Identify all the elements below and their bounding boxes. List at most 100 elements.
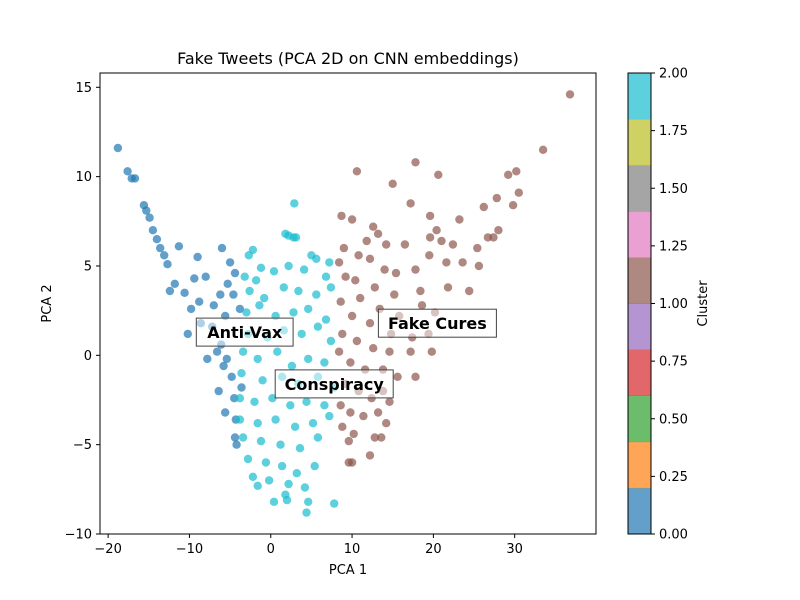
data-point-cluster-1 (369, 344, 378, 353)
data-point-cluster-2 (253, 419, 262, 428)
colorbar-segment (628, 211, 651, 258)
data-point-cluster-1 (443, 283, 453, 292)
data-point-cluster-2 (277, 461, 287, 471)
data-point-cluster-1 (344, 436, 353, 446)
points-layer (113, 90, 575, 517)
data-point-cluster-0 (203, 354, 212, 364)
data-point-cluster-1 (359, 411, 368, 421)
data-point-cluster-1 (362, 236, 371, 246)
annotation-box (274, 369, 394, 399)
data-point-cluster-1 (508, 201, 518, 210)
data-point-cluster-1 (347, 215, 357, 224)
colorbar-tick-label: 1.50 (659, 182, 688, 197)
data-point-cluster-2 (268, 394, 277, 403)
data-point-cluster-2 (310, 461, 319, 471)
data-point-cluster-1 (514, 188, 523, 197)
data-point-cluster-1 (538, 145, 548, 154)
colorbar-segment (628, 487, 651, 535)
annotations-layer: Anti-Vax Fake Cures Conspiracy (195, 308, 497, 399)
data-point-cluster-1 (425, 211, 435, 221)
data-point-cluster-0 (235, 304, 245, 314)
data-point-cluster-2 (330, 499, 339, 508)
data-point-cluster-1 (334, 347, 344, 356)
data-point-cluster-2 (326, 283, 336, 292)
data-point-cluster-1 (474, 261, 484, 271)
data-point-cluster-2 (312, 290, 321, 299)
data-point-cluster-0 (145, 213, 154, 222)
data-point-cluster-2 (295, 444, 305, 453)
data-point-cluster-0 (130, 174, 140, 183)
colorbar-segment (628, 257, 651, 304)
data-point-cluster-1 (336, 297, 345, 306)
data-point-cluster-2 (284, 479, 293, 489)
data-point-cluster-2 (238, 433, 248, 442)
data-point-cluster-2 (255, 301, 264, 310)
colorbar-tick-label: 0.50 (659, 412, 688, 427)
data-point-cluster-1 (434, 170, 443, 179)
data-point-cluster-1 (390, 290, 399, 299)
data-point-cluster-1 (334, 258, 344, 267)
data-point-cluster-1 (473, 243, 482, 253)
colorbar-tick-label: 0.75 (659, 355, 688, 370)
data-point-cluster-2 (321, 272, 331, 281)
data-point-cluster-1 (349, 429, 358, 439)
data-point-cluster-0 (212, 347, 222, 356)
data-point-cluster-1 (437, 236, 446, 246)
x-tick-label: 30 (506, 542, 523, 557)
data-point-cluster-1 (373, 229, 383, 238)
colorbar-tick-label: 2.00 (659, 67, 688, 82)
chart-title: Fake Tweets (PCA 2D on CNN embeddings) (177, 49, 519, 68)
annotation-label: Anti-Vax (207, 323, 283, 342)
colorbar-tick-label: 1.00 (659, 297, 688, 312)
data-point-cluster-2 (235, 394, 245, 403)
data-point-cluster-2 (258, 376, 267, 385)
data-point-cluster-1 (494, 226, 503, 235)
data-point-cluster-1 (432, 226, 441, 235)
colorbar-tick-label: 0.00 (659, 528, 688, 543)
data-point-cluster-2 (297, 329, 306, 339)
colorbar-segment (628, 165, 651, 212)
data-point-cluster-0 (193, 252, 202, 262)
annotation-label: Conspiracy (285, 375, 385, 394)
data-point-cluster-0 (186, 304, 196, 314)
data-point-cluster-2 (248, 472, 258, 481)
data-point-cluster-0 (170, 279, 179, 288)
y-tick-label: −5 (73, 438, 92, 453)
data-point-cluster-2 (300, 483, 310, 492)
data-point-cluster-0 (123, 167, 132, 176)
data-point-cluster-1 (479, 202, 488, 212)
data-point-cluster-2 (320, 358, 329, 367)
y-tick-label: 0 (84, 349, 92, 364)
data-point-cluster-2 (304, 304, 313, 314)
data-point-cluster-2 (326, 336, 336, 346)
data-point-cluster-2 (243, 454, 253, 464)
data-point-cluster-0 (148, 226, 158, 235)
data-point-cluster-0 (113, 143, 123, 153)
data-point-cluster-2 (313, 433, 323, 442)
data-point-cluster-0 (160, 251, 169, 260)
data-point-cluster-2 (304, 497, 313, 506)
data-point-cluster-2 (312, 254, 321, 263)
data-point-cluster-2 (281, 490, 290, 499)
data-point-cluster-2 (325, 258, 334, 267)
data-point-cluster-2 (244, 251, 253, 260)
data-point-cluster-2 (264, 476, 274, 485)
data-point-cluster-1 (406, 199, 415, 208)
data-point-cluster-2 (299, 265, 309, 274)
data-point-cluster-2 (284, 261, 293, 271)
x-tick-label: 20 (425, 542, 442, 557)
data-point-cluster-1 (393, 372, 402, 381)
colorbar-title: Cluster (696, 280, 711, 327)
data-point-cluster-1 (356, 293, 365, 303)
annotation-label: Fake Cures (388, 314, 487, 333)
data-point-cluster-0 (230, 433, 240, 442)
data-point-cluster-2 (269, 267, 279, 276)
data-point-cluster-0 (230, 268, 240, 278)
data-point-cluster-2 (273, 347, 282, 356)
data-point-cluster-0 (223, 279, 232, 288)
x-tick-label: −10 (176, 542, 203, 557)
data-point-cluster-1 (465, 286, 474, 296)
data-point-cluster-1 (425, 251, 434, 260)
data-point-cluster-1 (377, 433, 386, 442)
data-point-cluster-0 (237, 383, 246, 392)
